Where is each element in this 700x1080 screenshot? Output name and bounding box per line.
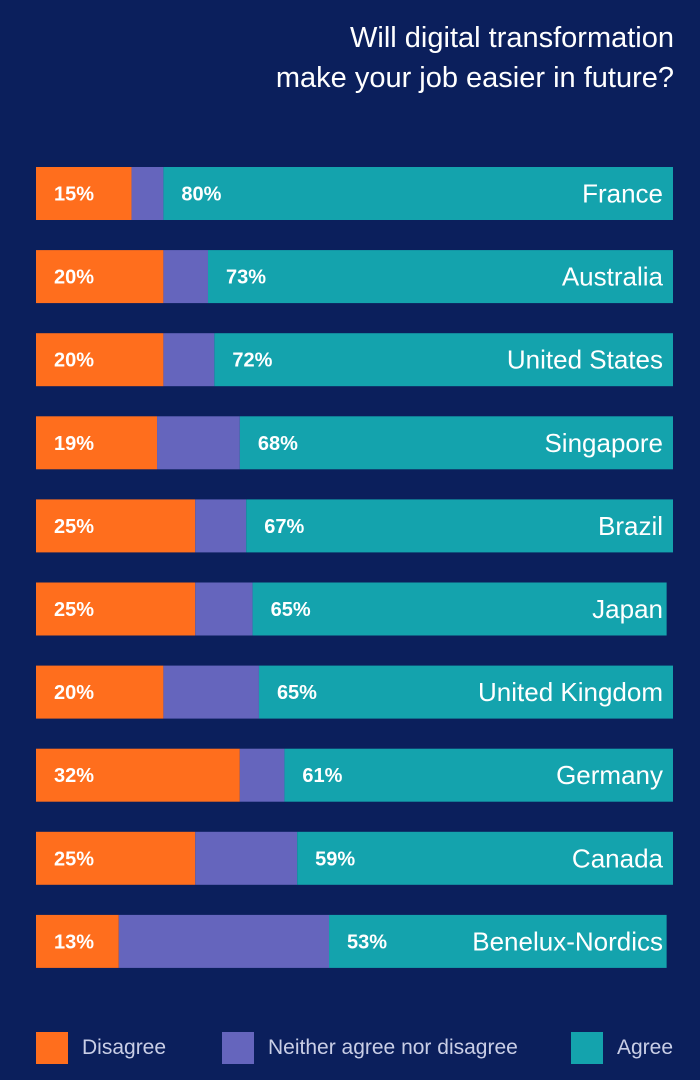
value-label-agree-australia: 73% [226, 267, 266, 289]
bar-neither-agree-nor-disagree-japan [195, 582, 253, 636]
bar-disagree-australia [36, 250, 164, 304]
value-label-disagree-japan: 25% [54, 599, 94, 621]
bar-agree-benelux-nordics [329, 914, 667, 968]
bar-neither-agree-nor-disagree-france [131, 167, 164, 220]
bar-neither-agree-nor-disagree-canada [195, 831, 298, 885]
category-label-brazil: Brazil [598, 511, 663, 541]
value-label-agree-france: 80% [181, 184, 221, 206]
value-label-disagree-canada: 25% [54, 848, 94, 870]
bar-neither-agree-nor-disagree-united-states [163, 333, 215, 387]
category-label-benelux-nordics: Benelux-Nordics [472, 926, 663, 956]
value-label-disagree-brazil: 25% [54, 516, 94, 538]
value-label-disagree-australia: 20% [54, 267, 94, 289]
value-label-disagree-germany: 32% [54, 765, 94, 787]
bar-neither-agree-nor-disagree-singapore [157, 416, 240, 470]
legend-label-neither-agree-nor-disagree: Neither agree nor disagree [268, 1036, 518, 1059]
value-label-disagree-benelux-nordics: 13% [54, 931, 94, 953]
bar-neither-agree-nor-disagree-benelux-nordics [118, 914, 330, 968]
category-label-france: France [582, 179, 663, 209]
bar-agree-australia [207, 250, 674, 304]
bar-disagree-germany [36, 748, 240, 802]
value-label-disagree-singapore: 19% [54, 433, 94, 455]
value-label-disagree-united-states: 20% [54, 350, 94, 372]
bar-agree-united-kingdom [258, 665, 673, 719]
value-label-agree-united-kingdom: 65% [277, 682, 317, 704]
bar-agree-canada [297, 831, 673, 885]
category-label-japan: Japan [592, 594, 663, 624]
bar-agree-germany [284, 748, 673, 802]
value-label-agree-brazil: 67% [264, 516, 304, 538]
bar-disagree-singapore [36, 416, 158, 470]
bar-disagree-united-kingdom [36, 665, 164, 719]
legend-item-neither-agree-nor-disagree: Neither agree nor disagree [222, 1030, 518, 1066]
chart-title: Will digital transformation make your jo… [34, 18, 674, 98]
chart-title-line-2: make your job easier in future? [275, 62, 674, 94]
bar-disagree-united-states [36, 333, 164, 387]
chart-legend: Disagree Neither agree nor disagree Agree [0, 1030, 700, 1070]
legend-swatch-agree [571, 1032, 603, 1064]
category-label-australia: Australia [562, 262, 664, 292]
bar-disagree-canada [36, 831, 196, 885]
category-label-germany: Germany [556, 760, 663, 790]
category-label-singapore: Singapore [544, 428, 663, 458]
bar-disagree-japan [36, 582, 196, 636]
bar-agree-france [163, 167, 673, 220]
category-label-canada: Canada [572, 843, 664, 873]
legend-label-disagree: Disagree [82, 1036, 167, 1059]
chart-title-line-1: Will digital transformation [350, 22, 674, 54]
value-label-agree-benelux-nordics: 53% [347, 931, 387, 953]
value-label-agree-singapore: 68% [258, 433, 298, 455]
value-label-agree-japan: 65% [271, 599, 311, 621]
stacked-bar-chart: 15% 80% France 20% 73% Australia 20% 72% United … [36, 167, 674, 968]
value-label-disagree-france: 15% [54, 184, 94, 206]
bar-agree-brazil [246, 499, 673, 553]
bar-agree-united-states [214, 333, 674, 387]
legend-label-agree: Agree [617, 1036, 674, 1059]
legend-swatch-neither-agree-nor-disagree [222, 1032, 254, 1064]
value-label-disagree-united-kingdom: 20% [54, 682, 94, 704]
bar-disagree-france [36, 167, 132, 220]
value-label-agree-canada: 59% [315, 848, 355, 870]
bar-neither-agree-nor-disagree-germany [239, 748, 285, 802]
category-label-united-states: United States [507, 345, 663, 375]
bar-neither-agree-nor-disagree-australia [163, 250, 208, 304]
value-label-agree-germany: 61% [302, 765, 342, 787]
bar-disagree-brazil [36, 499, 196, 553]
category-label-united-kingdom: United Kingdom [478, 677, 663, 707]
bar-neither-agree-nor-disagree-united-kingdom [163, 665, 259, 719]
legend-item-disagree: Disagree [36, 1030, 166, 1066]
bar-neither-agree-nor-disagree-brazil [195, 499, 247, 553]
legend-item-agree: Agree [571, 1030, 673, 1066]
legend-swatch-disagree [36, 1032, 68, 1064]
bar-agree-japan [252, 582, 667, 636]
bar-disagree-benelux-nordics [36, 914, 119, 968]
bar-agree-singapore [239, 416, 673, 470]
value-label-agree-united-states: 72% [232, 350, 272, 372]
